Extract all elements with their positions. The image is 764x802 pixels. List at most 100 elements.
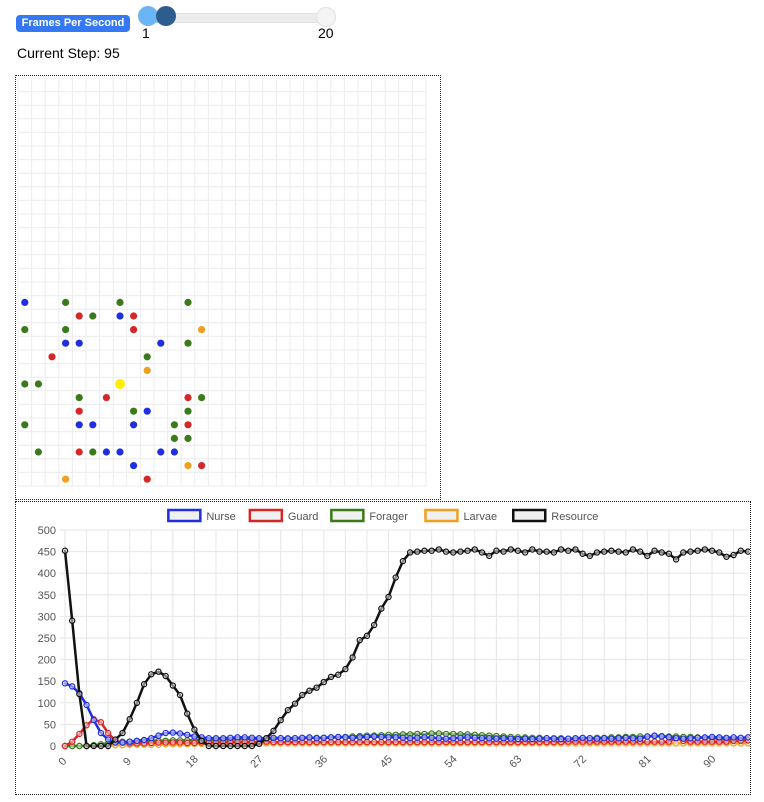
data-point-guard — [176, 739, 184, 746]
data-point-nurse — [378, 733, 385, 741]
agent-guard — [48, 353, 56, 361]
data-point-resource — [155, 668, 162, 675]
data-point-resource — [737, 547, 745, 554]
legend-item-forager[interactable]: Forager — [330, 508, 408, 523]
data-point-resource — [716, 549, 723, 556]
data-point-resource — [572, 546, 579, 553]
chart-legend: Nurse Guard Forager Larvae Resource — [167, 508, 598, 523]
x-tick-label: 81 — [637, 753, 654, 770]
data-point-resource — [363, 632, 371, 640]
slider-min-label: 1 — [142, 25, 150, 41]
data-point-nurse — [421, 734, 428, 741]
agent-forager — [34, 380, 42, 388]
data-point-nurse — [457, 734, 464, 741]
data-point-resource — [464, 547, 471, 554]
data-point-nurse — [708, 733, 716, 741]
data-point-resource — [565, 547, 572, 554]
grid-lines — [17, 77, 427, 487]
agent-forager — [34, 448, 42, 456]
slider-min-thumb[interactable] — [138, 6, 158, 26]
data-point-nurse — [615, 735, 622, 742]
data-point-resource — [665, 550, 673, 557]
agent-guard — [130, 326, 138, 334]
data-point-guard — [155, 739, 162, 746]
data-point-guard — [191, 739, 198, 747]
agent-nurse — [21, 298, 29, 306]
agent-forager — [89, 448, 97, 456]
data-point-resource — [622, 549, 629, 556]
data-point-nurse — [299, 734, 306, 741]
y-tick-label: 200 — [38, 655, 56, 667]
y-tick-label: 400 — [38, 568, 56, 580]
agent-forager — [62, 326, 70, 334]
grid-agents — [21, 298, 206, 483]
agent-nurse — [102, 448, 110, 456]
data-point-nurse — [672, 735, 680, 742]
legend-item-resource[interactable]: Resource — [512, 508, 598, 523]
data-point-nurse — [248, 734, 256, 741]
data-point-resource — [608, 547, 615, 554]
agent-larvae — [184, 462, 192, 470]
slider-value-thumb[interactable] — [156, 6, 176, 26]
data-point-resource — [543, 548, 550, 555]
legend-swatch — [248, 508, 284, 523]
agent-nurse — [62, 339, 70, 347]
data-point-resource — [529, 546, 536, 553]
legend-item-guard[interactable]: Guard — [248, 508, 319, 523]
agent-guard — [184, 421, 192, 429]
data-point-resource — [672, 556, 680, 563]
data-point-nurse — [744, 734, 752, 741]
x-tick-label: 0 — [56, 755, 69, 768]
agent-forager — [116, 298, 124, 306]
current-step-label: Current Step: 95 — [17, 45, 120, 61]
data-point-resource — [680, 549, 687, 556]
agent-forager — [21, 380, 29, 388]
data-point-nurse — [485, 735, 493, 742]
legend-swatch — [424, 508, 459, 523]
legend-item-larvae[interactable]: Larvae — [424, 508, 497, 523]
data-point-resource — [248, 742, 256, 750]
agent-guard — [102, 394, 110, 402]
data-point-nurse — [349, 734, 356, 741]
simulation-grid-panel — [15, 75, 441, 500]
x-tick-label: 90 — [701, 753, 718, 770]
data-point-resource — [514, 547, 522, 554]
data-point-nurse — [464, 734, 471, 741]
agent-forager — [170, 434, 178, 442]
agent-forager — [184, 298, 192, 306]
data-point-guard — [76, 730, 83, 738]
agent-larvae — [198, 326, 206, 334]
x-tick-label: 27 — [248, 753, 265, 770]
data-point-nurse — [572, 735, 579, 742]
agent-forager — [89, 312, 97, 320]
data-point-resource — [636, 548, 644, 555]
legend-item-nurse[interactable]: Nurse — [167, 508, 236, 523]
y-tick-label: 250 — [38, 633, 56, 645]
fps-button[interactable]: Frames Per Second — [16, 15, 130, 32]
data-point-resource — [385, 593, 392, 601]
data-point-nurse — [284, 735, 292, 742]
data-point-resource — [176, 691, 184, 699]
data-point-nurse — [255, 735, 263, 742]
data-point-nurse — [61, 680, 69, 687]
data-point-nurse — [385, 734, 392, 741]
data-point-nurse — [428, 734, 435, 741]
data-point-nurse — [493, 735, 500, 742]
agent-forager — [21, 326, 29, 334]
data-point-resource — [313, 684, 320, 691]
data-point-resource — [83, 742, 90, 750]
data-point-resource — [399, 557, 407, 565]
agent-nurse — [116, 312, 124, 320]
data-point-guard — [658, 738, 665, 745]
legend-swatch — [167, 508, 202, 523]
slider-max-thumb[interactable] — [316, 7, 336, 27]
data-point-nurse — [680, 735, 687, 742]
fps-slider[interactable]: 1 20 — [138, 4, 338, 44]
data-point-nurse — [716, 734, 723, 741]
data-point-resource — [68, 617, 76, 624]
data-point-resource — [694, 547, 701, 554]
data-point-resource — [349, 654, 356, 661]
data-point-guard — [97, 719, 105, 726]
series-nurse — [61, 680, 752, 746]
data-point-resource — [723, 553, 730, 560]
